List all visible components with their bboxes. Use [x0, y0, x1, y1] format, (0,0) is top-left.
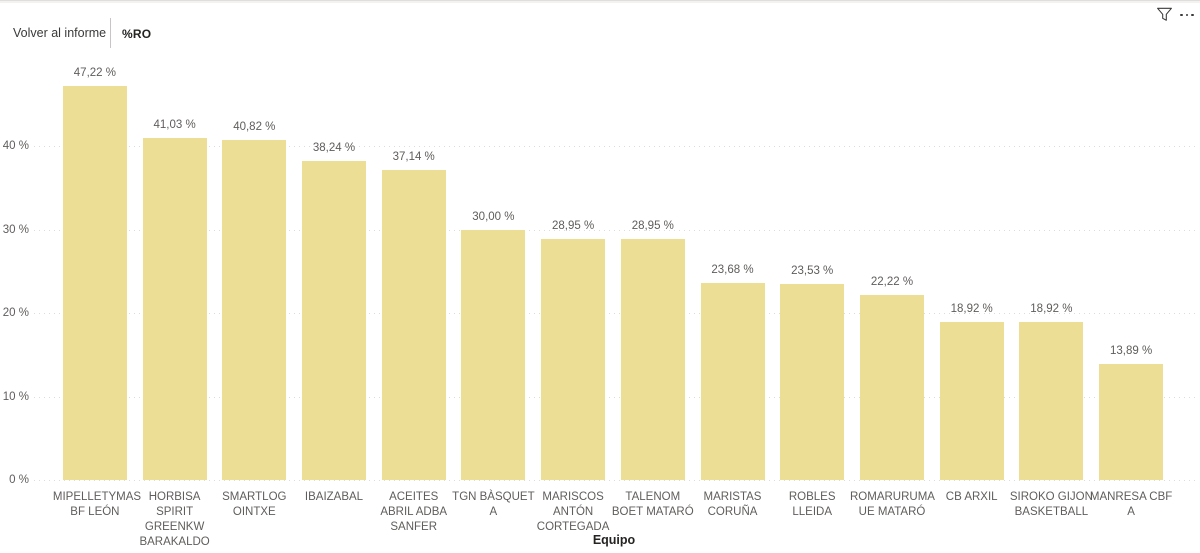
gridline — [34, 396, 1195, 398]
ellipsis-dot — [1180, 13, 1183, 17]
x-axis-category-label: ROBLES LLEIDA — [788, 491, 836, 518]
ellipsis-dot — [1191, 13, 1194, 17]
chart-bar[interactable] — [1019, 322, 1084, 480]
filter-icon[interactable] — [1153, 4, 1175, 26]
visual-title: %RO — [122, 27, 152, 41]
bar-value-label: 30,00 % — [472, 210, 515, 223]
y-axis-tick-label: 30 % — [2, 223, 29, 236]
x-axis-category-label: TGN BÀSQUET A — [452, 491, 535, 518]
gridline — [34, 313, 1195, 315]
x-axis-category-label: SIROKO GIJON BASKETBALL — [1009, 491, 1093, 518]
x-axis-category-label: MANRESA CBF A — [1089, 491, 1173, 518]
chart-bar[interactable] — [381, 170, 446, 480]
back-to-report-button[interactable]: Volver al informe — [13, 26, 107, 40]
gridline — [34, 229, 1195, 231]
chart-bar[interactable] — [1099, 364, 1164, 480]
y-axis-tick-label: 40 % — [2, 140, 29, 153]
more-options-icon[interactable] — [1177, 4, 1197, 26]
x-axis-category-label: MARISCOS ANTÓN CORTEGADA — [536, 491, 610, 533]
ellipsis-dot — [1185, 13, 1189, 17]
header-divider — [110, 18, 111, 48]
y-axis-tick-label: 10 % — [2, 390, 29, 403]
y-axis-tick-label: 0 % — [9, 474, 29, 486]
bar-value-label: 23,68 % — [711, 263, 754, 276]
bar-value-label: 40,82 % — [233, 120, 276, 133]
bar-value-label: 37,14 % — [392, 151, 435, 164]
y-axis-tick-label: 20 % — [2, 307, 29, 320]
x-axis-category-label: ACEITES ABRIL ADBA SANFER — [380, 491, 448, 533]
chart-bar[interactable] — [461, 229, 526, 480]
x-axis-category-label: ROMARURUMA UE MATARÓ — [850, 491, 935, 518]
chart-bar[interactable] — [620, 238, 685, 480]
x-axis-title: Equipo — [592, 533, 636, 547]
x-axis-category-label: MARISTAS CORUÑA — [703, 491, 762, 518]
bar-value-label: 22,22 % — [870, 275, 914, 288]
chart-bar[interactable] — [62, 86, 127, 480]
gridline — [34, 146, 1195, 148]
bar-value-label: 18,92 % — [1030, 303, 1073, 316]
focus-mode-header: Volver al informe %RO — [0, 3, 1200, 58]
x-axis-category-label: HORBISA SPIRIT GREENKW BARAKALDO — [139, 491, 210, 548]
bar-value-label: 13,89 % — [1109, 345, 1153, 358]
x-axis-category-label: CB ARXIL — [945, 491, 998, 503]
x-axis-category-label: SMARTLOG OINTXE — [222, 491, 287, 518]
gridline — [34, 480, 1195, 481]
bar-value-label: 18,92 % — [950, 303, 993, 316]
window-top-edge — [0, 0, 1200, 3]
x-axis-category-label: MIPELLETYMAS BF LEÓN — [52, 491, 142, 518]
x-axis-category-label: TALENOM BOET MATARÓ — [611, 491, 694, 518]
bar-value-label: 28,95 % — [631, 219, 674, 232]
chart-bar[interactable] — [142, 137, 207, 480]
bar-value-label: 28,95 % — [551, 219, 595, 232]
chart-bar[interactable] — [939, 322, 1004, 480]
chart-bar[interactable] — [780, 283, 845, 480]
chart-bar[interactable] — [860, 294, 924, 480]
bar-value-label: 38,24 % — [312, 142, 356, 155]
chart-bar[interactable] — [222, 139, 287, 480]
bar-value-label: 41,03 % — [153, 118, 196, 131]
chart-bar[interactable] — [302, 161, 366, 480]
chart-bar[interactable] — [541, 238, 606, 480]
funnel-icon — [1156, 7, 1172, 21]
bar-value-label: 23,53 % — [791, 264, 834, 277]
chart-bar[interactable] — [700, 282, 765, 480]
bar-value-label: 47,22 % — [73, 67, 116, 80]
x-axis-category-label: IBAIZABAL — [304, 491, 364, 503]
